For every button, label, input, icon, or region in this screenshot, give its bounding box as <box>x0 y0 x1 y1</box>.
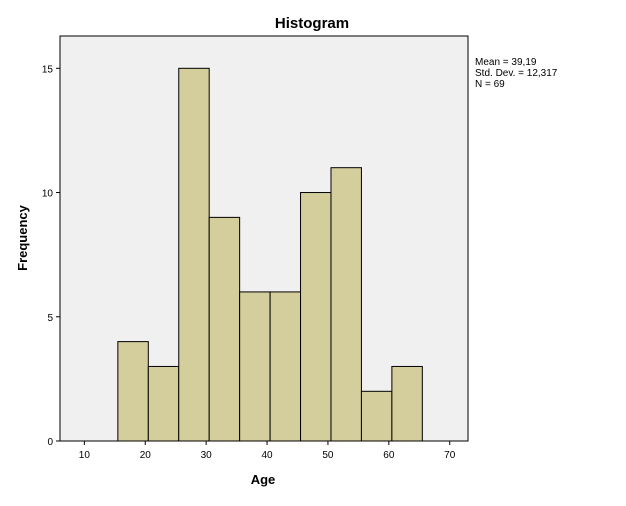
histogram-bar-5 <box>239 291 271 442</box>
histogram-bar-1 <box>117 341 149 442</box>
y-tick-label: 0 <box>47 437 53 448</box>
x-tick-label: 20 <box>140 450 152 461</box>
histogram-bar-3 <box>178 67 210 442</box>
histogram-bar-2 <box>147 365 180 442</box>
histogram-bar-7 <box>300 192 332 442</box>
y-tick-label: 15 <box>42 64 54 75</box>
histogram-bar-4 <box>208 216 241 442</box>
y-tick-label: 5 <box>47 313 53 324</box>
x-tick-label: 70 <box>444 450 456 461</box>
chart-title: Histogram <box>275 15 349 32</box>
stats-line: Std. Dev. = 12,317 <box>475 68 558 79</box>
histogram-bar-8 <box>330 167 362 442</box>
histogram-bar-6 <box>269 291 302 442</box>
x-axis-title: Age <box>251 472 276 487</box>
x-tick-label: 10 <box>79 450 91 461</box>
x-tick-label: 40 <box>261 450 273 461</box>
y-axis-title: Frequency <box>15 204 30 271</box>
stats-line: Mean = 39,19 <box>475 57 537 68</box>
histogram-bar-10 <box>391 365 423 442</box>
x-tick-label: 50 <box>322 450 334 461</box>
histogram-bar-9 <box>360 390 393 442</box>
stats-line: N = 69 <box>475 79 505 90</box>
x-tick-label: 30 <box>201 450 213 461</box>
axes-group: 10 20 30 40 50 60 70 0 5 10 15 <box>42 64 456 461</box>
x-tick-label: 60 <box>383 450 395 461</box>
bars-group <box>117 67 423 442</box>
y-tick-label: 10 <box>42 189 54 200</box>
